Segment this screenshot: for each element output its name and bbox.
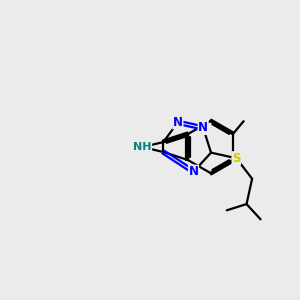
- Text: N: N: [173, 116, 183, 129]
- Text: N: N: [188, 165, 199, 178]
- Text: S: S: [232, 152, 241, 165]
- Text: NH: NH: [133, 142, 152, 152]
- Text: N: N: [198, 122, 208, 134]
